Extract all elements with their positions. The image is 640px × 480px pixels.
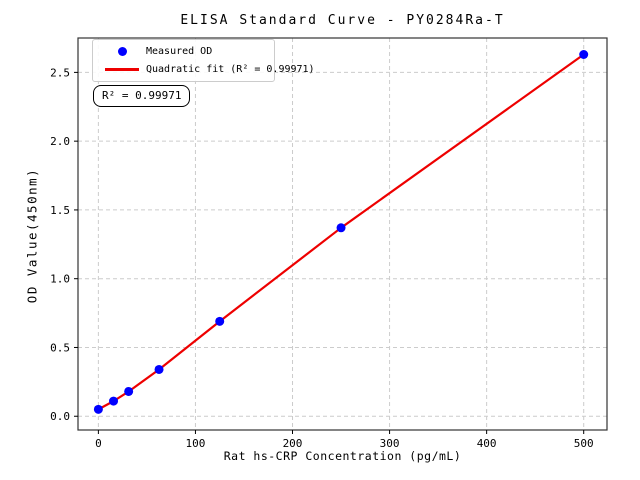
x-tick-label: 200 (283, 437, 303, 450)
x-axis-label: Rat hs-CRP Concentration (pg/mL) (223, 449, 462, 463)
legend-marker-cell (102, 47, 142, 57)
x-tick-label: 0 (95, 437, 102, 450)
chart-title: ELISA Standard Curve - PY0284Ra-T (180, 13, 505, 28)
legend-label-measured-od: Measured OD (146, 46, 213, 58)
data-point (93, 404, 103, 414)
x-tick-label: 300 (380, 437, 400, 450)
legend-item-quadratic-fit: Quadratic fit (R² = 0.99971) (102, 61, 315, 79)
data-point (154, 364, 164, 374)
x-tick-label: 500 (574, 437, 594, 450)
data-point (124, 386, 134, 396)
x-tick-label: 100 (186, 437, 206, 450)
legend-marker-cell (102, 67, 142, 71)
data-point (215, 316, 225, 326)
legend: Measured OD Quadratic fit (R² = 0.99971) (92, 39, 315, 82)
data-point (336, 223, 346, 233)
scatter-marker-icon (117, 47, 127, 57)
y-tick-label: 2.5 (50, 66, 70, 79)
y-axis-label: OD Value(450nm) (24, 167, 40, 304)
r-squared-annotation: R² = 0.99971 (93, 85, 191, 107)
data-point (579, 50, 589, 60)
data-point (109, 396, 119, 406)
legend-label-quadratic-fit: Quadratic fit (R² = 0.99971) (146, 63, 315, 75)
y-tick-label: 0.5 (50, 341, 70, 354)
y-tick-label: 0.0 (50, 410, 70, 423)
y-tick-label: 1.0 (50, 273, 70, 286)
y-tick-label: 1.5 (50, 204, 70, 217)
legend-item-measured-od: Measured OD (102, 43, 266, 61)
y-tick-label: 2.0 (50, 135, 70, 148)
fit-line-marker-icon (105, 67, 139, 71)
x-tick-label: 400 (477, 437, 497, 450)
axes-spines (77, 37, 608, 431)
